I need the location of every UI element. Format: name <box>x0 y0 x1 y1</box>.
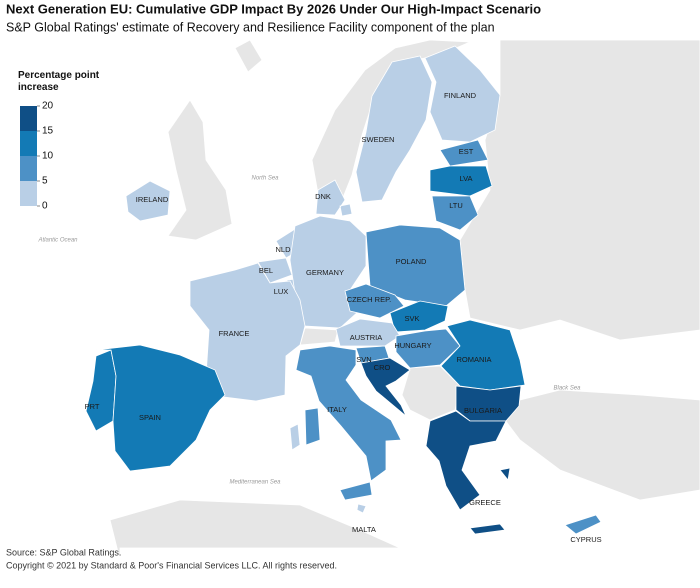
country-label: AUSTRIA <box>350 333 383 342</box>
source-note: Source: S&P Global Ratings. <box>6 547 121 557</box>
country-label: FRANCE <box>219 329 250 338</box>
country-region <box>356 503 367 514</box>
country-region <box>365 224 466 307</box>
non-eu-land <box>109 39 700 561</box>
copyright-note: Copyright © 2021 by Standard & Poor's Fi… <box>6 560 337 570</box>
country-label: LTU <box>449 201 463 210</box>
country-label: CYPRUS <box>570 535 601 544</box>
country-region <box>95 344 226 472</box>
country-label: MALTA <box>352 525 376 534</box>
country-label: CZECH REP. <box>347 295 391 304</box>
country-label: BEL <box>259 266 273 275</box>
country-region <box>425 410 511 535</box>
sea-label: Atlantic Ocean <box>37 238 78 244</box>
country-region <box>424 45 501 143</box>
legend-tick-label: 20 <box>42 101 54 112</box>
country-label: GREECE <box>469 498 501 507</box>
legend-title-box: Percentage point increase <box>18 70 100 93</box>
country-label: LUX <box>274 287 289 296</box>
country-region <box>455 385 522 422</box>
country-label: ITALY <box>327 405 347 414</box>
country-label: ROMANIA <box>456 355 491 364</box>
chart-subtitle: S&P Global Ratings' estimate of Recovery… <box>6 20 495 34</box>
country-region <box>344 283 405 319</box>
region-labels: FINLAND SWEDEN EST LVA LTU IRELAND DNK NLD BEL LU… <box>85 91 602 544</box>
country-label: SVK <box>404 314 419 323</box>
country-label: HUNGARY <box>394 341 431 350</box>
country-region <box>431 195 479 231</box>
country-region <box>295 345 402 501</box>
country-label: NLD <box>275 245 291 254</box>
country-region <box>564 514 602 535</box>
legend-tick-label: 5 <box>42 176 48 187</box>
sea-label: North Sea <box>251 176 279 182</box>
country-label: GERMANY <box>306 268 344 277</box>
country-region <box>395 328 461 369</box>
legend-tick-label: 0 <box>42 201 48 212</box>
country-label: SPAIN <box>139 413 161 422</box>
legend-swatch <box>20 106 37 131</box>
legend-swatch <box>20 156 37 181</box>
country-region <box>189 262 306 451</box>
legend-tick-label: 15 <box>42 126 54 137</box>
legend-title: Percentage point increase <box>18 70 100 93</box>
country-label: EST <box>459 147 474 156</box>
country-label: SVN <box>356 355 371 364</box>
country-region <box>439 139 489 167</box>
legend: 0 5 10 15 20 <box>20 101 54 212</box>
sea-label: Black Sea <box>553 386 581 392</box>
country-label: FINLAND <box>444 91 477 100</box>
country-region <box>429 165 493 197</box>
country-label: POLAND <box>396 257 427 266</box>
regions <box>85 45 602 535</box>
sea-label: Mediterranean Sea <box>229 480 281 486</box>
country-label: SWEDEN <box>362 135 395 144</box>
legend-swatch <box>20 181 37 206</box>
country-label: DNK <box>315 192 331 201</box>
country-region <box>360 357 411 417</box>
country-label: IRELAND <box>136 195 169 204</box>
legend-swatch <box>20 131 37 156</box>
country-region <box>125 180 171 222</box>
country-label: PRT <box>85 402 100 411</box>
country-label: CRO <box>374 363 391 372</box>
country-region <box>315 179 353 217</box>
country-label: LVA <box>459 174 472 183</box>
chart-title: Next Generation EU: Cumulative GDP Impac… <box>6 1 541 16</box>
legend-tick-label: 10 <box>42 151 54 162</box>
country-region <box>355 55 433 203</box>
country-label: BULGARIA <box>464 406 502 415</box>
